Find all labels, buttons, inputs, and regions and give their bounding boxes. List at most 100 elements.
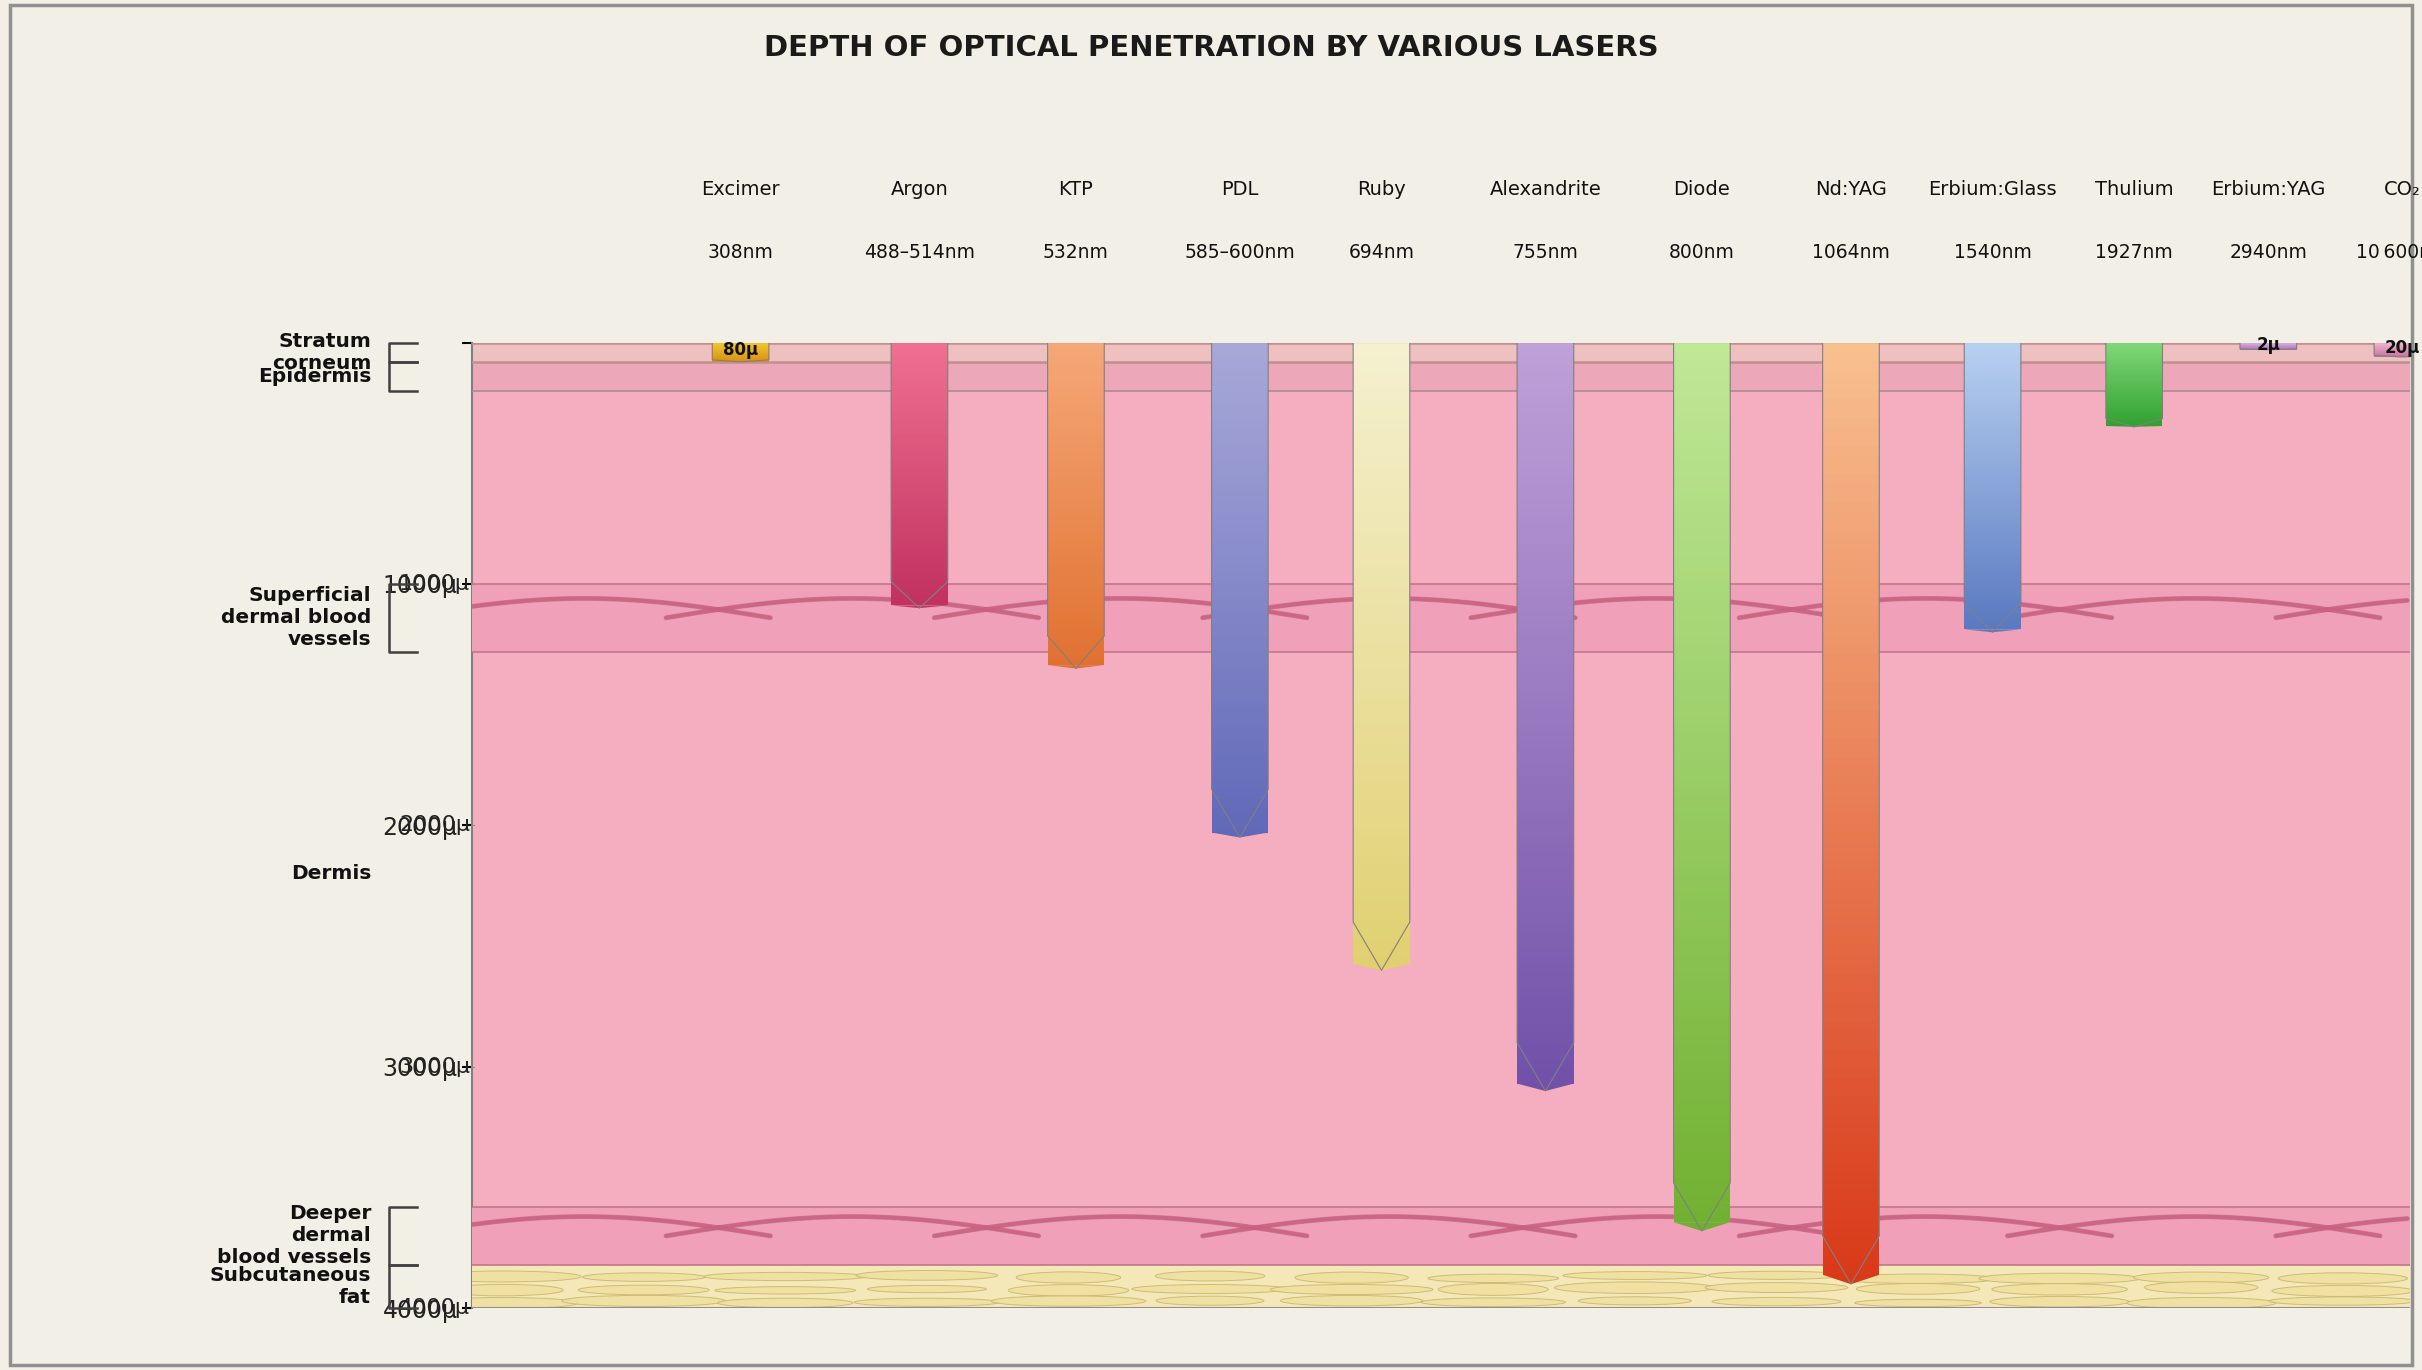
Bar	[1674, 1169, 1729, 1178]
Bar	[1049, 612, 1104, 616]
Bar	[1516, 866, 1574, 874]
Bar	[1674, 1000, 1729, 1008]
Bar	[1516, 447, 1574, 455]
Bar	[1211, 382, 1269, 388]
Bar	[1516, 837, 1574, 844]
Bar	[1516, 634, 1574, 643]
Bar	[1824, 992, 1879, 1001]
Bar	[1211, 600, 1269, 604]
Bar	[1354, 455, 1410, 462]
Bar	[1049, 567, 1104, 571]
Text: Subcutaneous
fat: Subcutaneous fat	[211, 1266, 371, 1307]
Bar	[472, 362, 2410, 390]
Bar	[1964, 499, 2020, 501]
Bar	[1211, 729, 1269, 733]
Bar	[1674, 822, 1729, 832]
Ellipse shape	[1281, 1296, 1422, 1306]
Bar	[1211, 397, 1269, 401]
Bar	[891, 586, 947, 589]
Bar	[1824, 625, 1879, 634]
Bar	[1824, 1086, 1879, 1096]
Bar	[1674, 1186, 1729, 1196]
Bar	[891, 581, 947, 584]
Bar	[1211, 416, 1269, 422]
Bar	[1516, 477, 1574, 485]
Bar	[891, 584, 947, 586]
Bar	[1674, 743, 1729, 751]
Bar	[1211, 545, 1269, 551]
Ellipse shape	[1269, 1285, 1434, 1295]
Bar	[1824, 1115, 1879, 1125]
Bar	[1049, 534, 1104, 538]
Bar	[1964, 421, 2020, 423]
Bar	[1824, 1162, 1879, 1171]
Bar	[1964, 626, 2020, 629]
Bar	[891, 388, 947, 390]
Bar	[1354, 486, 1410, 493]
Bar	[1354, 469, 1410, 474]
Bar	[1674, 1125, 1729, 1133]
Bar	[1049, 571, 1104, 574]
Bar	[1516, 500, 1574, 507]
Text: Diode: Diode	[1674, 181, 1729, 200]
Bar	[1049, 522, 1104, 525]
Bar	[1824, 1266, 1879, 1275]
Bar	[1049, 463, 1104, 466]
Bar	[1211, 818, 1269, 822]
Bar	[1354, 425, 1410, 430]
Bar	[1211, 655, 1269, 659]
Bar	[1211, 481, 1269, 486]
Bar	[1049, 496, 1104, 499]
Bar	[1211, 496, 1269, 501]
Bar	[1049, 456, 1104, 460]
Bar	[1516, 418, 1574, 425]
Bar	[1516, 680, 1574, 686]
Bar	[1354, 914, 1410, 921]
Ellipse shape	[1439, 1284, 1548, 1296]
Bar	[1964, 537, 2020, 540]
Bar	[1516, 470, 1574, 477]
Bar	[1211, 719, 1269, 723]
Bar	[1824, 644, 1879, 653]
Bar	[1211, 342, 1269, 348]
Bar	[1964, 379, 2020, 384]
Bar	[891, 371, 947, 374]
Bar	[1049, 408, 1104, 411]
Bar	[1824, 738, 1879, 748]
Bar	[1354, 399, 1410, 406]
Text: 80μ: 80μ	[722, 341, 758, 359]
Bar	[891, 549, 947, 552]
Bar	[1964, 516, 2020, 519]
Bar	[1049, 453, 1104, 456]
Bar	[1964, 560, 2020, 563]
Ellipse shape	[1296, 1273, 1407, 1284]
Bar	[891, 580, 947, 581]
Bar	[1211, 456, 1269, 462]
Bar	[1354, 549, 1410, 556]
Polygon shape	[1824, 1275, 1879, 1284]
Bar	[1049, 482, 1104, 486]
Bar	[1824, 907, 1879, 917]
Bar	[1049, 404, 1104, 408]
Bar	[1049, 590, 1104, 593]
Bar	[1049, 607, 1104, 610]
Bar	[1674, 769, 1729, 778]
Bar	[1049, 430, 1104, 434]
Bar	[1824, 418, 1879, 427]
Bar	[1049, 593, 1104, 597]
Bar	[1964, 395, 2020, 397]
Bar	[1049, 541, 1104, 545]
Bar	[1674, 947, 1729, 956]
Bar	[1674, 564, 1729, 574]
Text: Erbium:YAG: Erbium:YAG	[2211, 181, 2325, 200]
Ellipse shape	[1555, 1282, 1715, 1293]
Bar	[891, 478, 947, 481]
Bar	[1516, 717, 1574, 725]
Bar	[1049, 427, 1104, 430]
Bar	[1516, 379, 1574, 388]
Bar	[1824, 389, 1879, 399]
Bar	[1049, 382, 1104, 385]
Bar	[1049, 395, 1104, 397]
Bar	[1049, 473, 1104, 477]
Bar	[1211, 441, 1269, 447]
